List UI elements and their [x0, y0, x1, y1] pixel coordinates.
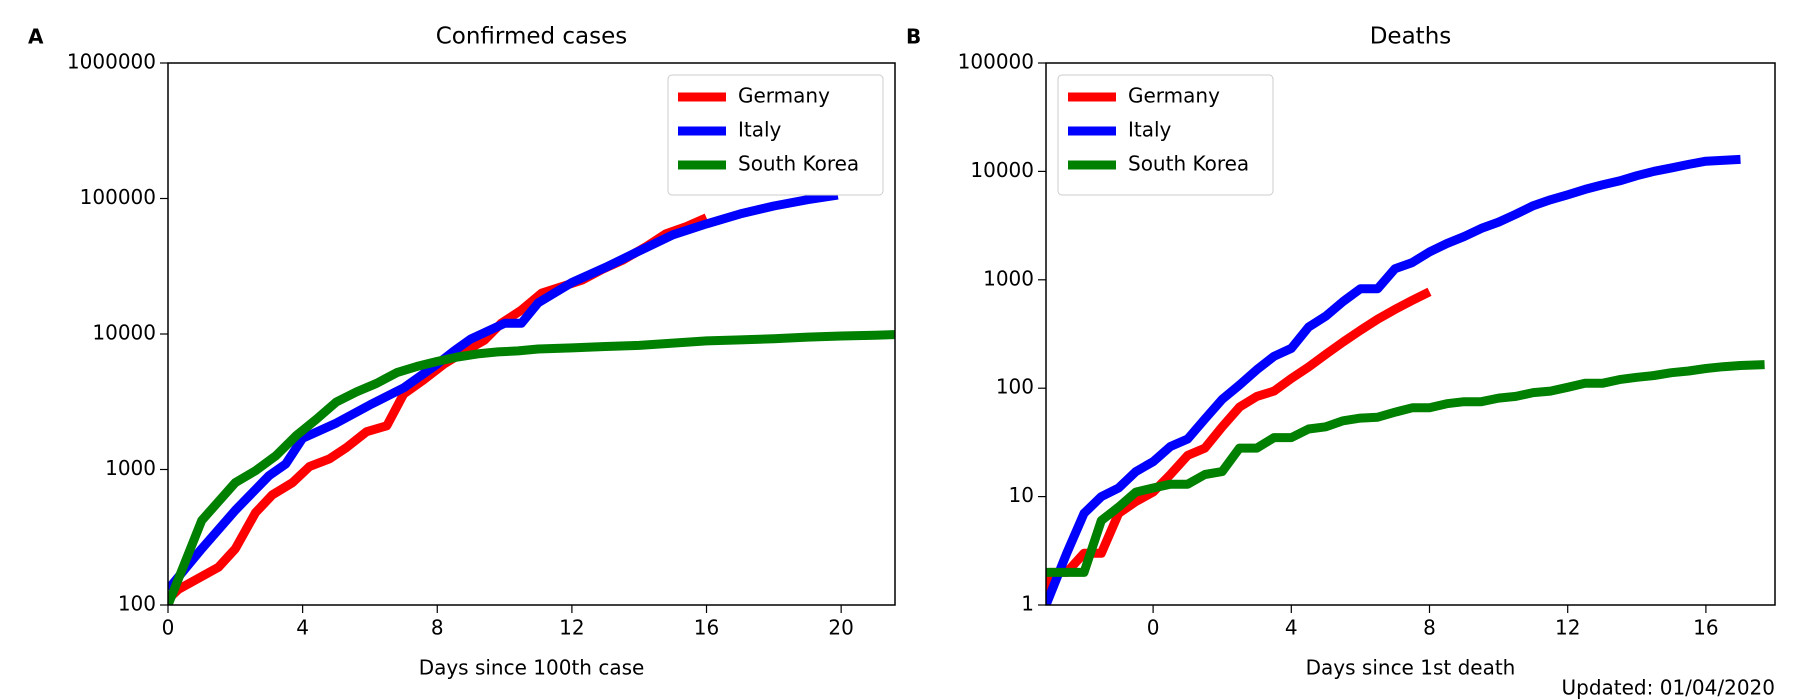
x-tick-label: 4	[1285, 616, 1298, 640]
y-tick-label: 1000	[983, 266, 1034, 290]
x-tick-label: 0	[162, 616, 175, 640]
x-tick-label: 16	[1693, 616, 1718, 640]
x-tick-label: 20	[828, 616, 853, 640]
plot-area	[1046, 154, 1765, 605]
series-line	[1046, 154, 1741, 605]
series-line	[1046, 360, 1765, 577]
y-tick-label: 10000	[92, 321, 156, 345]
x-tick-label: 0	[1147, 616, 1160, 640]
legend-label: Germany	[1128, 84, 1220, 108]
series-line	[1046, 287, 1432, 605]
y-tick-label: 100000	[958, 50, 1034, 74]
y-tick-label: 1	[1021, 592, 1034, 616]
legend-label: South Korea	[738, 152, 859, 176]
legend-label: Italy	[738, 118, 782, 142]
panel-label: B	[906, 25, 921, 49]
chart-title: Confirmed cases	[436, 24, 628, 50]
plot-area	[168, 190, 895, 605]
footer-note: Updated: 01/04/2020	[1562, 676, 1776, 700]
y-tick-label: 100000	[80, 185, 156, 209]
series-line	[168, 190, 839, 593]
x-axis-label: Days since 1st death	[1306, 656, 1516, 680]
y-tick-label: 10	[1009, 483, 1034, 507]
series-line	[168, 330, 895, 605]
x-tick-label: 8	[1423, 616, 1436, 640]
x-tick-label: 12	[559, 616, 584, 640]
x-tick-label: 4	[296, 616, 309, 640]
x-axis-label: Days since 100th case	[419, 656, 645, 680]
y-tick-label: 100	[118, 592, 156, 616]
y-tick-label: 10000	[970, 158, 1034, 182]
legend-label: Germany	[738, 84, 830, 108]
x-tick-label: 12	[1555, 616, 1580, 640]
series-line	[168, 213, 709, 603]
y-tick-label: 1000000	[67, 50, 156, 74]
x-tick-label: 16	[694, 616, 719, 640]
x-tick-label: 8	[431, 616, 444, 640]
y-tick-label: 100	[996, 375, 1034, 399]
axes-frame	[167, 62, 896, 606]
panel-label: A	[28, 25, 44, 49]
legend-label: South Korea	[1128, 152, 1249, 176]
chart-title: Deaths	[1370, 24, 1452, 50]
y-tick-label: 1000	[105, 456, 156, 480]
axes-frame	[1045, 62, 1776, 606]
legend-label: Italy	[1128, 118, 1172, 142]
